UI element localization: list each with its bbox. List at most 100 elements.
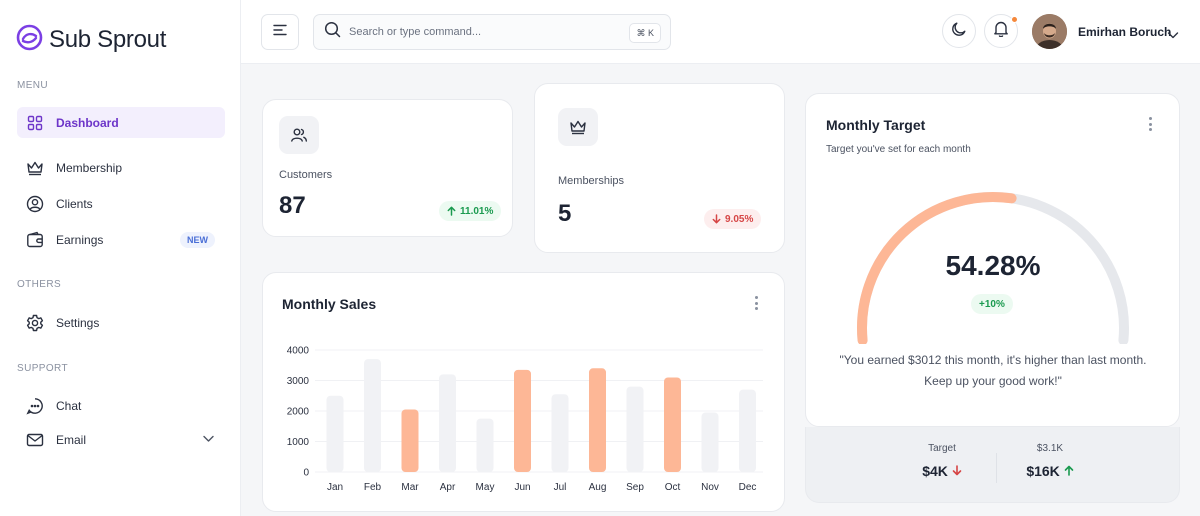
others-section-label: OTHERS (17, 279, 62, 290)
target-gauge (857, 192, 1129, 344)
gauge-progress (857, 192, 1017, 344)
search-input[interactable] (349, 26, 619, 38)
crown-icon (26, 159, 44, 177)
users-icon (279, 116, 319, 154)
user-name[interactable]: Emirhan Boruch (1078, 25, 1172, 39)
x-tick-label: Mar (401, 482, 419, 493)
chevron-down-icon[interactable] (202, 432, 215, 448)
x-tick-label: May (476, 482, 495, 493)
bell-icon (993, 20, 1009, 42)
y-tick-label: 2000 (287, 407, 310, 418)
sidebar-item-label: Dashboard (56, 115, 119, 130)
bar-aug[interactable] (589, 368, 606, 472)
mail-icon (26, 431, 44, 449)
sidebar-toggle-button[interactable] (261, 14, 299, 50)
sidebar-item-label: Settings (56, 315, 100, 330)
theme-toggle-button[interactable] (942, 14, 976, 48)
brand-name: Sub Sprout (49, 26, 167, 53)
target-stat: Target $4K (892, 443, 992, 479)
customers-change: 11.01% (460, 205, 494, 217)
monthly-target-title: Monthly Target (826, 117, 926, 133)
notification-dot (1011, 16, 1018, 23)
customers-change-badge: 11.01% (439, 201, 502, 221)
target-percent: 54.28% (945, 250, 1041, 281)
x-tick-label: Oct (665, 482, 681, 493)
sidebar: Sub Sprout MENU Dashboard Membership Cli… (0, 0, 241, 516)
chevron-down-icon[interactable] (1167, 27, 1179, 45)
bar-sep[interactable] (626, 386, 644, 472)
target-delta-badge: +10% (971, 294, 1013, 314)
sidebar-item-membership[interactable]: Membership (17, 152, 225, 183)
target-message: "You earned $3012 this month, it's highe… (839, 353, 1147, 388)
sidebar-item-settings[interactable]: Settings (17, 307, 225, 338)
wallet-icon (26, 231, 44, 249)
monthly-sales-chart: 0 1000 2000 3000 4000 Jan Feb Mar Apr May Jun Jul Au… (287, 346, 763, 493)
sidebar-item-email[interactable]: Email (17, 424, 225, 455)
search-icon (324, 21, 341, 43)
revenue-stat-label: $3.1K (1036, 443, 1064, 454)
sidebar-item-dashboard[interactable]: Dashboard (17, 107, 225, 138)
search-shortcut: ⌘ K (629, 23, 661, 43)
bar-mar[interactable] (401, 409, 419, 472)
top-header: ⌘ K Emirhan Boruch (241, 0, 1200, 64)
bar-dec[interactable] (739, 389, 756, 472)
sidebar-item-clients[interactable]: Clients (17, 188, 225, 219)
bar-jun[interactable] (514, 369, 531, 472)
sidebar-item-label: Membership (56, 160, 123, 175)
target-stat-value: $4K (922, 463, 948, 479)
x-tick-label: Aug (589, 482, 607, 493)
menu-icon (273, 23, 287, 41)
avatar[interactable] (1032, 14, 1067, 49)
customers-value: 87 (279, 192, 306, 219)
revenue-stat-value: $16K (1026, 463, 1060, 479)
bar-jan[interactable] (326, 395, 344, 472)
x-tick-label: Jul (554, 482, 567, 493)
monthly-target-subtitle: Target you've set for each month (826, 144, 971, 155)
more-options-icon[interactable] (750, 295, 762, 311)
monthly-sales-title: Monthly Sales (282, 296, 377, 312)
chat-icon (26, 397, 44, 415)
monthly-sales-card: Monthly Sales 0 1000 2000 3000 4000 Jan Feb Mar… (262, 272, 785, 512)
notifications-button[interactable] (984, 14, 1018, 48)
sidebar-item-label: Earnings (56, 232, 104, 247)
y-tick-label: 1000 (287, 437, 310, 448)
moon-icon (951, 21, 967, 42)
bar-nov[interactable] (701, 412, 719, 472)
sidebar-item-label: Chat (56, 398, 82, 413)
arrow-up-icon (447, 206, 456, 216)
memberships-change: 9.05% (725, 213, 754, 225)
x-tick-label: Dec (739, 482, 757, 493)
sidebar-item-chat[interactable]: Chat (17, 390, 225, 421)
sidebar-item-earnings[interactable]: Earnings NEW (17, 224, 225, 255)
bar-feb[interactable] (364, 359, 381, 472)
x-tick-label: Nov (701, 482, 719, 493)
revenue-stat: $3.1K $16K (1000, 443, 1100, 479)
arrow-down-icon (952, 465, 962, 476)
search-bar: ⌘ K (313, 14, 671, 50)
x-tick-label: Sep (626, 482, 644, 493)
user-circle-icon (26, 195, 44, 213)
bar-jul[interactable] (551, 394, 569, 472)
memberships-change-badge: 9.05% (704, 209, 762, 229)
x-tick-label: Apr (440, 482, 456, 493)
more-options-icon[interactable] (1144, 116, 1156, 132)
arrow-down-icon (712, 214, 721, 224)
bar-oct[interactable] (664, 377, 681, 472)
x-tick-label: Jun (514, 482, 530, 493)
x-tick-label: Jan (327, 482, 343, 493)
bar-apr[interactable] (439, 374, 456, 472)
customers-label: Customers (279, 169, 333, 181)
memberships-card: Memberships 5 9.05% (534, 83, 785, 253)
bar-may[interactable] (476, 418, 494, 472)
brand[interactable]: Sub Sprout (16, 24, 166, 56)
customers-card: Customers 87 11.01% (262, 99, 513, 237)
sidebar-item-label: Clients (56, 196, 93, 211)
y-tick-label: 4000 (287, 346, 310, 357)
monthly-target-card: Monthly Target Target you've set for eac… (805, 93, 1180, 427)
footer-divider (996, 453, 997, 483)
revenue-stat-value-row: $16K (1000, 463, 1100, 479)
memberships-label: Memberships (558, 175, 625, 187)
memberships-value: 5 (558, 200, 572, 227)
new-badge: NEW (180, 231, 215, 248)
logo-icon (16, 24, 43, 56)
